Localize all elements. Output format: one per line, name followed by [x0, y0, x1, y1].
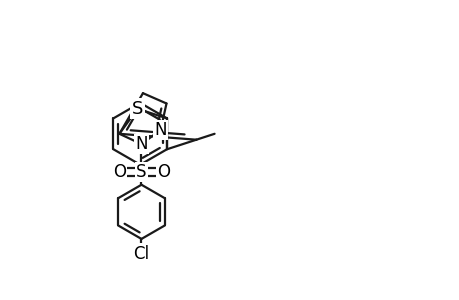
Text: Cl: Cl: [133, 244, 149, 262]
Text: S: S: [136, 163, 146, 181]
Text: O: O: [157, 163, 170, 181]
Text: N: N: [154, 121, 167, 139]
Text: O: O: [112, 163, 126, 181]
Text: N: N: [135, 135, 147, 153]
Text: S: S: [132, 100, 143, 118]
